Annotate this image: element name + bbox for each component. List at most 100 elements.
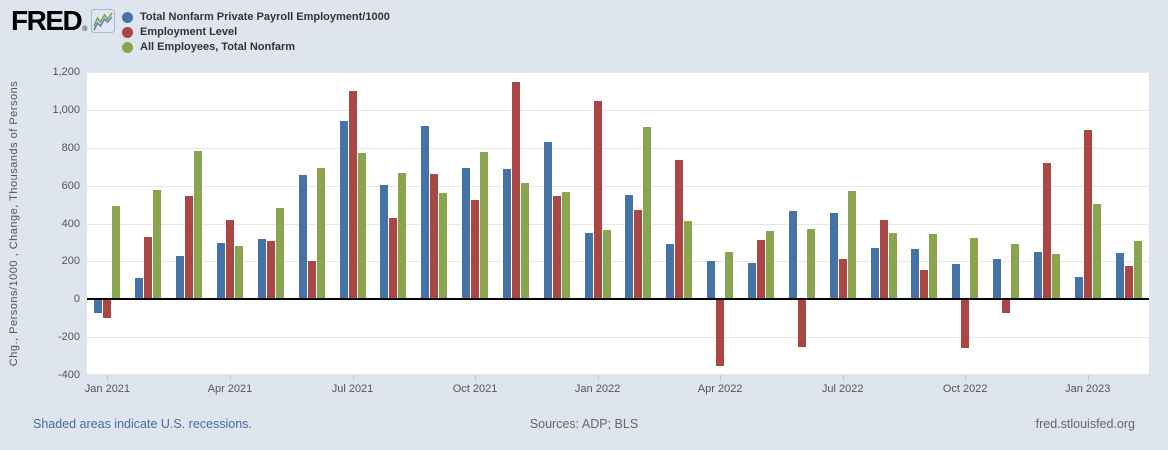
bar-series-0 <box>135 278 144 300</box>
bar-series-0 <box>543 142 552 300</box>
bar-series-1 <box>797 299 806 347</box>
bar-series-2 <box>1092 203 1101 300</box>
bar-series-2 <box>765 231 774 300</box>
bar-series-0 <box>584 232 593 300</box>
bar-series-1 <box>511 82 520 300</box>
bar-series-1 <box>838 258 847 300</box>
bar-series-1 <box>920 269 929 300</box>
gridline <box>87 374 1149 375</box>
x-tick-label: Apr 2022 <box>697 383 743 395</box>
gridline <box>87 147 1149 149</box>
bar-series-2 <box>806 229 815 300</box>
plot-area[interactable] <box>87 72 1149 375</box>
bar-series-2 <box>234 246 243 300</box>
zero-line <box>87 298 1149 301</box>
bar-series-2 <box>316 167 325 300</box>
bar-series-2 <box>684 220 693 300</box>
x-tick-mark <box>597 375 599 380</box>
bar-series-1 <box>961 299 970 349</box>
bar-series-0 <box>829 213 838 300</box>
y-tick-label: -400 <box>57 369 80 381</box>
bar-series-1 <box>389 217 398 300</box>
legend-item-label: Total Nonfarm Private Payroll Employment… <box>140 11 390 23</box>
bar-series-2 <box>520 182 529 300</box>
bar-series-1 <box>634 210 643 300</box>
bar-series-0 <box>747 263 756 300</box>
x-tick-label: Jul 2021 <box>331 383 374 395</box>
bar-series-0 <box>666 244 675 300</box>
bar-series-0 <box>1115 252 1124 300</box>
fred-logo[interactable]: FRED ® <box>11 5 116 38</box>
y-tick-label: 0 <box>73 293 80 306</box>
y-tick-label: 600 <box>61 179 80 192</box>
legend-color-dot <box>122 11 133 23</box>
x-tick-label: Jan 2023 <box>1065 383 1111 395</box>
bar-series-1 <box>144 236 153 300</box>
registered-trademark-icon: ® <box>82 26 88 33</box>
y-tick-label: 400 <box>61 217 80 230</box>
bar-series-0 <box>421 125 430 300</box>
fred-logo-text: FRED <box>11 5 83 36</box>
bar-series-1 <box>430 174 439 300</box>
bar-series-2 <box>153 190 162 300</box>
x-tick-label: Oct 2022 <box>942 383 988 395</box>
x-tick-label: Apr 2021 <box>207 383 253 395</box>
bar-series-1 <box>756 239 765 300</box>
bar-series-0 <box>216 243 225 300</box>
bar-series-1 <box>1042 162 1051 300</box>
gridline <box>87 337 1149 339</box>
legend-color-dot <box>122 41 133 53</box>
bar-series-0 <box>176 255 185 300</box>
x-tick-mark <box>475 375 477 380</box>
legend: Total Nonfarm Private Payroll Employment… <box>122 10 390 55</box>
fred-logo-sparkline-icon <box>91 9 116 38</box>
legend-item-label: Employment Level <box>140 26 238 38</box>
bar-series-2 <box>970 237 979 300</box>
bar-series-0 <box>870 248 879 300</box>
bar-series-0 <box>502 168 511 300</box>
sources-text: Sources: ADP; BLS <box>529 417 639 431</box>
bar-series-2 <box>643 126 652 300</box>
legend-item-label: All Employees, Total Nonfarm <box>140 41 296 53</box>
bar-series-1 <box>471 199 480 300</box>
gridline <box>87 72 1149 73</box>
bar-series-2 <box>561 192 570 300</box>
x-tick-mark <box>965 375 967 380</box>
y-tick-label: -200 <box>57 331 80 344</box>
fred-site-link[interactable]: fred.stlouisfed.org <box>1035 417 1135 431</box>
bar-series-2 <box>357 153 366 300</box>
bar-series-1 <box>103 299 112 319</box>
bar-series-0 <box>298 175 307 300</box>
bar-series-0 <box>788 211 797 300</box>
bar-series-0 <box>993 259 1002 300</box>
x-tick-label: Jan 2021 <box>84 383 131 395</box>
x-tick-mark <box>107 375 109 380</box>
bar-series-1 <box>675 160 684 300</box>
bar-series-1 <box>593 101 602 300</box>
x-tick-mark <box>1087 375 1089 380</box>
bar-series-0 <box>707 261 716 300</box>
gridline <box>87 109 1149 111</box>
bar-series-2 <box>194 150 203 300</box>
legend-item: All Employees, Total Nonfarm <box>122 40 390 54</box>
gridline <box>87 261 1149 263</box>
legend-item: Employment Level <box>122 25 390 39</box>
bar-series-1 <box>716 299 725 367</box>
bar-series-2 <box>275 208 284 300</box>
x-tick-mark <box>352 375 354 380</box>
bar-series-2 <box>888 232 897 300</box>
bar-series-0 <box>462 167 471 300</box>
bar-series-1 <box>1124 266 1133 300</box>
bar-series-1 <box>1002 299 1011 313</box>
recession-note-link[interactable]: Shaded areas indicate U.S. recessions. <box>33 417 252 431</box>
x-tick-label: Oct 2021 <box>452 383 498 395</box>
bar-series-1 <box>225 219 234 300</box>
bar-series-2 <box>602 230 611 300</box>
bar-series-1 <box>348 90 357 300</box>
bar-series-2 <box>439 193 448 300</box>
bar-series-0 <box>1074 276 1083 300</box>
bar-series-2 <box>1133 240 1142 300</box>
y-tick-label: 200 <box>61 255 80 268</box>
bar-series-1 <box>307 261 316 300</box>
